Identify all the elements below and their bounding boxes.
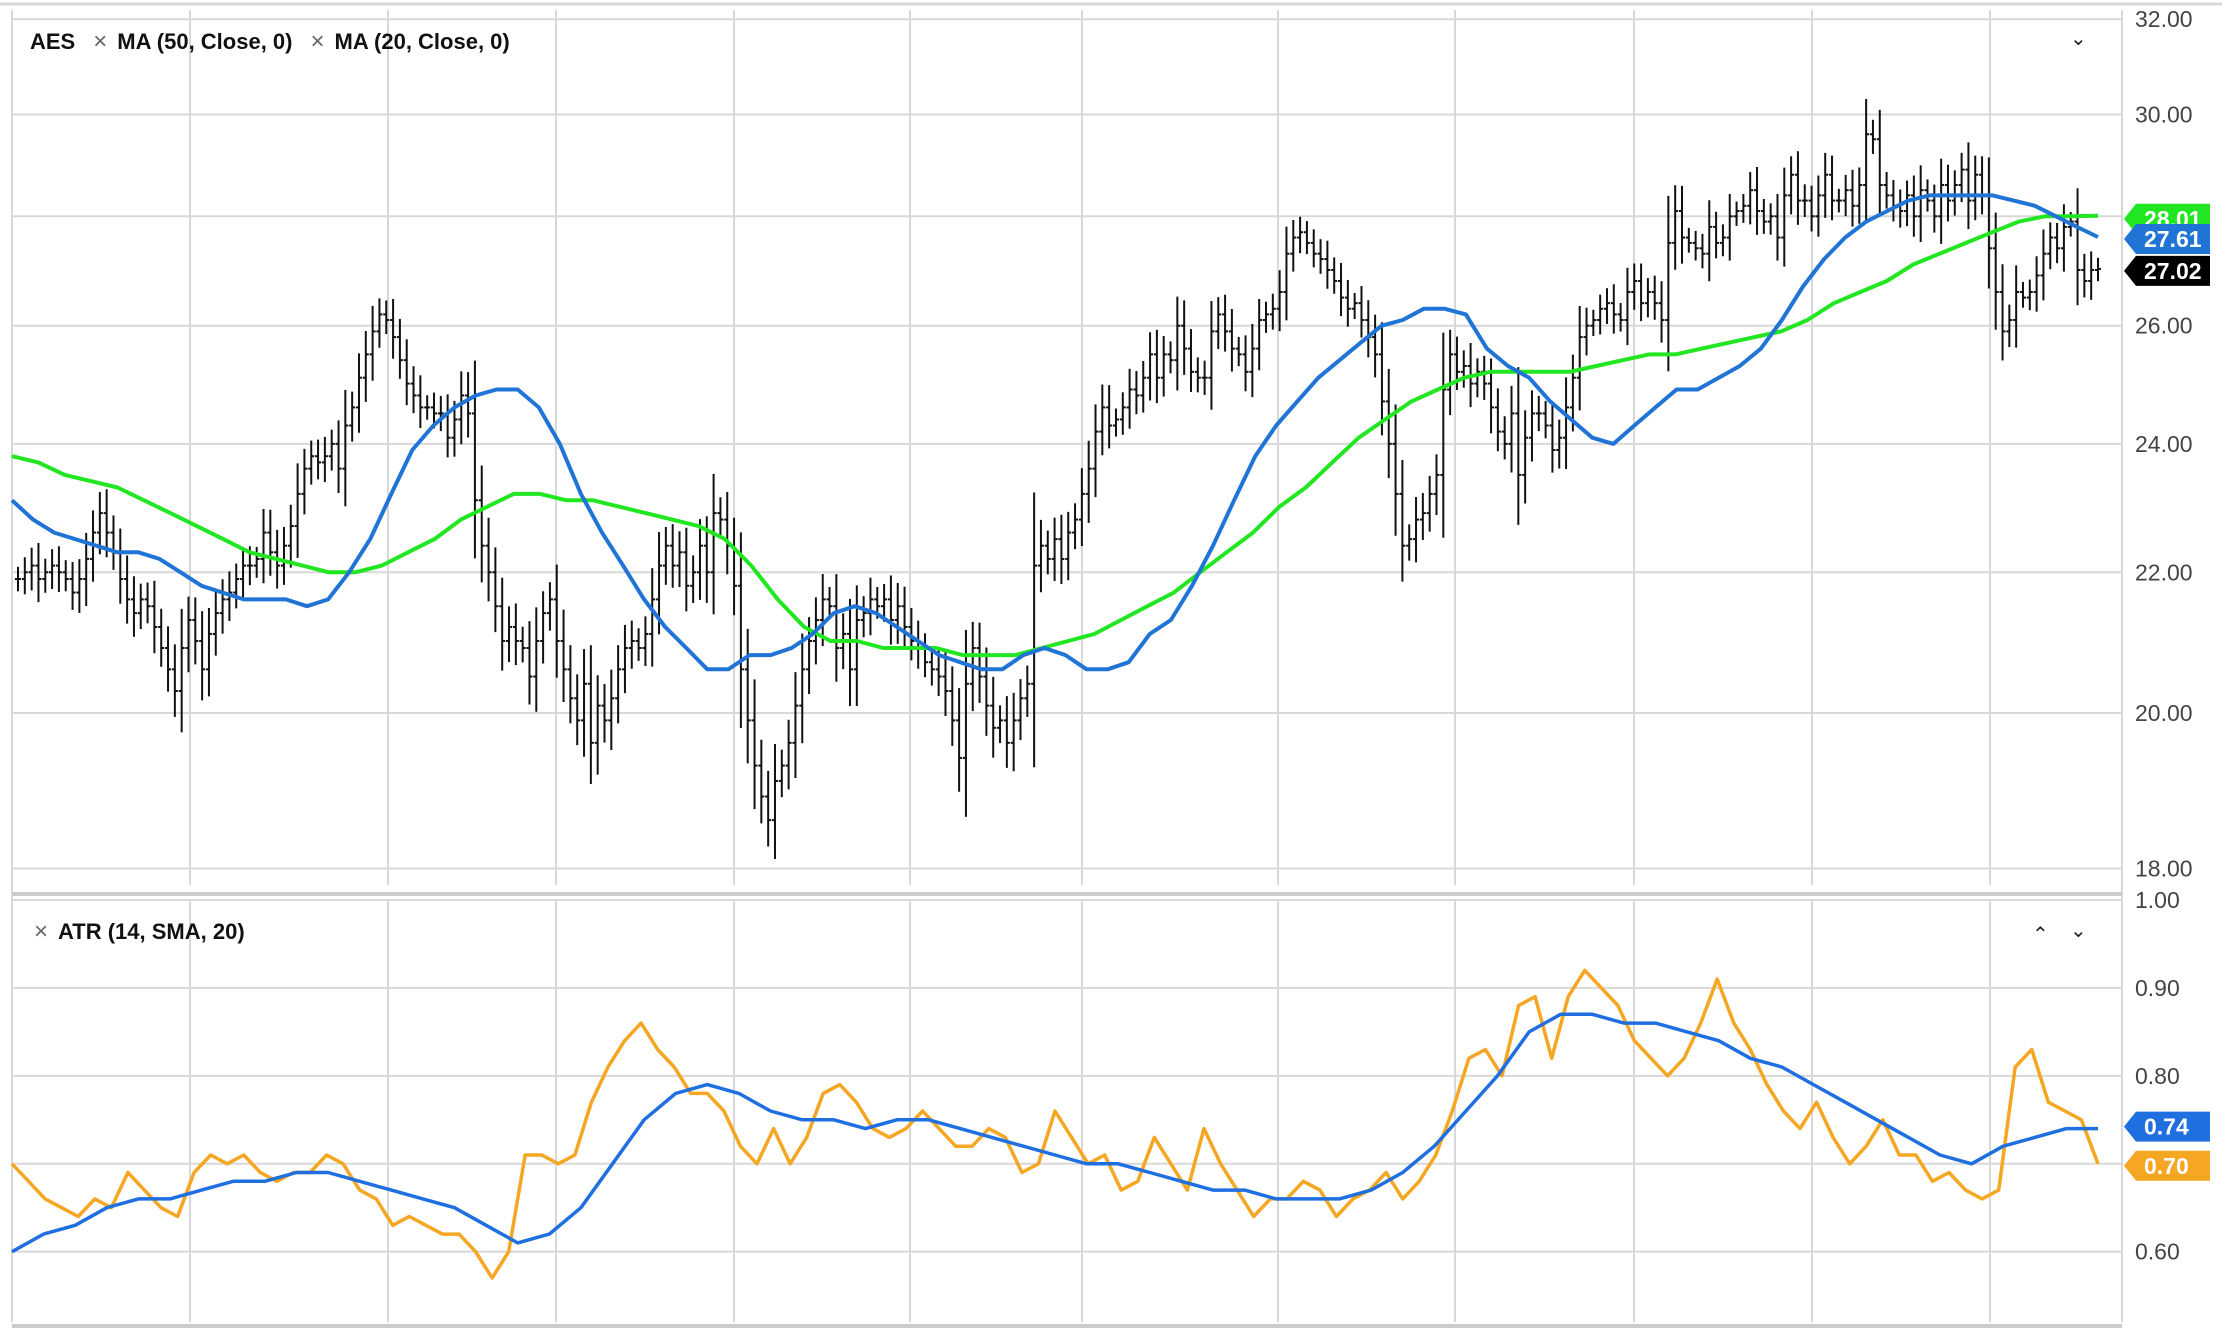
atr-legend: × ATR (14, SMA, 20) xyxy=(34,918,245,946)
price-y-tick-label: 30.00 xyxy=(2135,101,2193,127)
legend-atr: × ATR (14, SMA, 20) xyxy=(34,918,245,946)
legend-ma50-label: MA (50, Close, 0) xyxy=(117,29,293,54)
ma20-last-value-flag-bg xyxy=(2124,224,2210,255)
price-legend: AES × MA (50, Close, 0) × MA (20, Close,… xyxy=(30,28,510,56)
ma20-last-value-flag: 27.61 xyxy=(2124,224,2210,255)
legend-ma20-label: MA (20, Close, 0) xyxy=(334,29,510,54)
atr-pane-collapse-icon[interactable]: ⌃ xyxy=(2032,924,2049,946)
price-last-value-flag-bg xyxy=(2124,255,2210,286)
atr-last-value-flag: 0.70 xyxy=(2124,1150,2210,1181)
price-last-value-flag-text: 27.02 xyxy=(2144,258,2202,284)
atr-sma-line xyxy=(11,1012,2098,1254)
price-y-tick-label: 32.00 xyxy=(2135,6,2193,32)
price-y-tick-label: 26.00 xyxy=(2135,313,2193,339)
price-y-tick-label: 24.00 xyxy=(2135,431,2193,457)
atr-last-value-flag-bg xyxy=(2124,1150,2210,1181)
atr-line xyxy=(10,968,2100,1280)
close-icon[interactable]: × xyxy=(93,28,108,55)
close-icon[interactable]: × xyxy=(34,918,49,945)
atr-y-tick-label: 0.90 xyxy=(2135,975,2180,1001)
atr-sma-last-value-flag: 0.74 xyxy=(2124,1111,2210,1142)
legend-ma50: × MA (50, Close, 0) xyxy=(93,28,292,56)
atr-pane-expand-icon[interactable]: ⌄ xyxy=(2070,920,2087,942)
atr-last-value-flag-text: 0.70 xyxy=(2144,1153,2189,1179)
price-y-tick-label: 18.00 xyxy=(2135,856,2193,882)
legend-ma20: × MA (20, Close, 0) xyxy=(311,28,510,56)
price-y-tick-label: 22.00 xyxy=(2135,559,2193,585)
legend-symbol: AES xyxy=(30,29,76,54)
ma20-last-value-flag-text: 27.61 xyxy=(2144,226,2202,252)
atr-y-tick-label: 0.80 xyxy=(2135,1063,2180,1089)
ma20-line xyxy=(10,193,2099,672)
atr-sma-last-value-flag-text: 0.74 xyxy=(2144,1114,2189,1140)
price-pane-expand-icon[interactable]: ⌄ xyxy=(2070,28,2087,50)
atr-y-tick-label: 0.60 xyxy=(2135,1239,2180,1265)
legend-atr-label: ATR (14, SMA, 20) xyxy=(58,919,245,944)
price-y-tick-label: 20.00 xyxy=(2135,700,2193,726)
ma50-line xyxy=(11,213,2099,658)
close-icon[interactable]: × xyxy=(310,28,325,55)
price-last-value-flag: 27.02 xyxy=(2124,255,2210,286)
atr-y-tick-label: 1.00 xyxy=(2135,887,2180,913)
atr-sma-last-value-flag-bg xyxy=(2124,1111,2210,1142)
